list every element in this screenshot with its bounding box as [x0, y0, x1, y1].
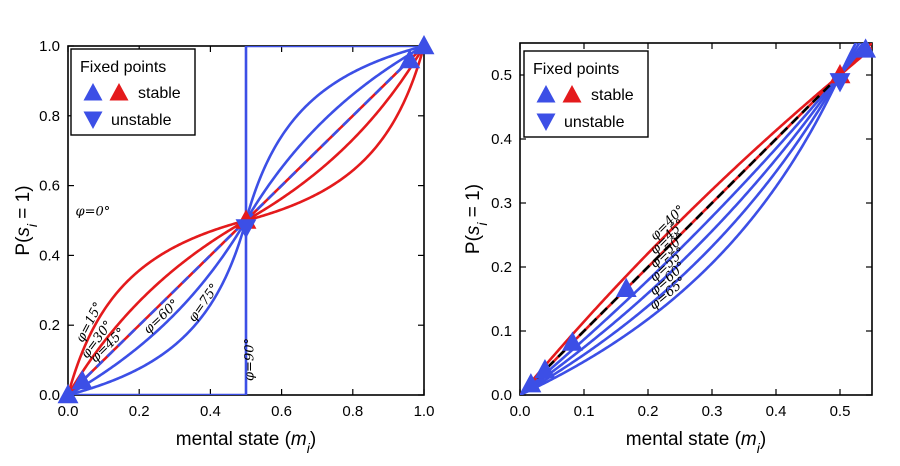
- x-axis-label-suffix: ): [310, 429, 316, 450]
- x-tick-label: 0.2: [129, 403, 150, 420]
- x-tick-label: 0.4: [766, 403, 787, 420]
- x-tick-label: 1.0: [414, 403, 435, 420]
- y-axis-label-sub: i: [24, 223, 40, 227]
- x-axis-label-sub: i: [757, 440, 761, 456]
- fixed-point-unstable-marker: [829, 73, 851, 93]
- y-tick-label: 0.5: [491, 67, 512, 84]
- legend: Fixed points stable unstable: [523, 50, 649, 138]
- legend-title: Fixed points: [80, 59, 166, 76]
- y-axis-label-prefix: P(: [13, 236, 34, 256]
- fixed-point-stable-marker: [520, 373, 542, 393]
- x-axis-label-prefix: mental state (: [626, 429, 742, 450]
- x-tick-label: 0.3: [702, 403, 723, 420]
- x-axis-label-prefix: mental state (: [176, 429, 292, 450]
- x-tick-label: 0.4: [200, 403, 221, 420]
- fixed-point-stable-marker: [71, 370, 93, 390]
- curve-phi-55: [520, 43, 865, 395]
- x-tick-label: 0.6: [271, 403, 292, 420]
- fixed-point-stable-marker: [534, 359, 556, 379]
- legend-unstable-marker: [536, 113, 556, 131]
- y-tick-label: 0.3: [491, 195, 512, 212]
- y-axis-label-prefix: P(: [463, 234, 484, 254]
- legend-unstable-label: unstable: [111, 112, 172, 129]
- legend-stable-red-marker: [109, 83, 129, 101]
- legend-stable-red-marker: [562, 85, 582, 103]
- y-axis-label-suffix: = 1): [463, 184, 484, 223]
- legend-stable-label: stable: [591, 87, 634, 104]
- fixed-point-stable-marker: [615, 277, 637, 298]
- x-tick-label: 0.2: [638, 403, 659, 420]
- x-tick-label: 0.1: [574, 403, 595, 420]
- legend-stable-label: stable: [138, 85, 181, 102]
- y-tick-label: 0.0: [39, 387, 60, 404]
- fixed-point-stable-marker: [57, 384, 79, 404]
- y-tick-label: 0.4: [491, 131, 512, 148]
- x-tick-label: 0.8: [342, 403, 363, 420]
- y-tick-label: 1.0: [39, 38, 60, 55]
- y-tick-label: 0.4: [39, 247, 60, 264]
- legend-stable-blue-marker: [536, 85, 556, 103]
- y-tick-label: 0.6: [39, 178, 60, 195]
- legend: Fixed points stable unstable: [70, 48, 196, 136]
- legend-unstable-marker: [83, 111, 103, 129]
- y-axis-label-var: s: [13, 227, 34, 237]
- legend-title: Fixed points: [533, 61, 619, 78]
- y-tick-label: 0.8: [39, 108, 60, 125]
- y-axis-label-var: s: [463, 225, 484, 235]
- x-tick-label: 0.0: [58, 403, 79, 420]
- y-tick-label: 0.2: [39, 317, 60, 334]
- curve-label-phi-75: φ=75°: [185, 281, 222, 325]
- y-axis-label-sub: i: [474, 222, 490, 226]
- legend-stable-blue-marker: [83, 83, 103, 101]
- x-axis-label-suffix: ): [760, 429, 766, 450]
- curve-phi-40: [520, 46, 872, 395]
- fixed-point-unstable-marker: [235, 219, 257, 239]
- y-axis-label: P(si = 1): [463, 184, 490, 254]
- x-tick-label: 0.0: [510, 403, 531, 420]
- left-chart-panel: 0.0 0.2 0.4 0.6 0.8 1.0 0.0 0.2 0.4 0.6 0.8 1.0 ment…: [13, 35, 435, 456]
- x-axis-label-var: m: [741, 429, 757, 450]
- y-tick-label: 0.2: [491, 259, 512, 276]
- right-chart-panel: 0.0 0.1 0.2 0.3 0.4 0.5 0.0 0.1 0.2 0.3 0.4 0.5 ment…: [463, 38, 877, 456]
- x-axis-label-sub: i: [307, 440, 311, 456]
- curve-label-phi-90: φ=90°: [243, 338, 258, 381]
- fixed-point-stable-marker: [413, 35, 435, 55]
- x-axis-label: mental state (mi): [626, 429, 766, 456]
- x-tick-label: 0.5: [830, 403, 851, 420]
- legend-unstable-label: unstable: [564, 114, 625, 131]
- x-axis-label: mental state (mi): [176, 429, 316, 456]
- curve-phi-65: [520, 43, 858, 395]
- curve-phi-60: [520, 43, 861, 395]
- fixed-point-stable-marker: [399, 48, 421, 69]
- plot-frame: [519, 42, 873, 396]
- y-tick-label: 0.0: [491, 387, 512, 404]
- curve-label-phi-0: φ=0°: [76, 205, 111, 220]
- x-axis-label-var: m: [291, 429, 307, 450]
- y-axis-label-suffix: = 1): [13, 185, 34, 224]
- fixed-point-stable-marker: [562, 331, 583, 351]
- y-axis-label: P(si = 1): [13, 185, 40, 255]
- y-tick-label: 0.1: [491, 323, 512, 340]
- fixed-point-stable-marker: [855, 38, 877, 58]
